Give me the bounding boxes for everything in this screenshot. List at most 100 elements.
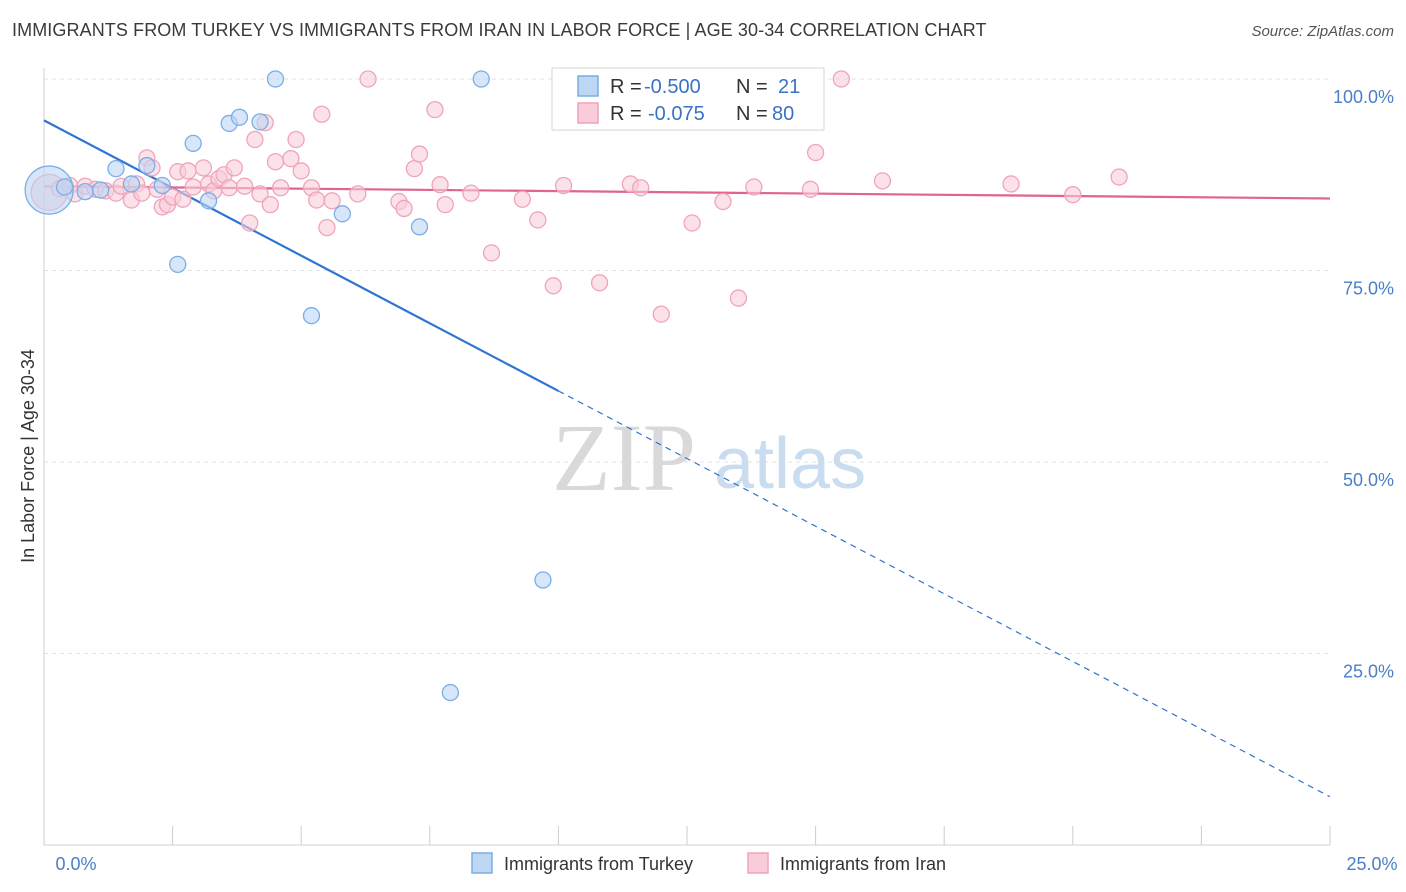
iran-point-71 xyxy=(873,172,892,190)
iran-point-70 xyxy=(832,70,850,88)
turkey-n-label: N = xyxy=(736,76,768,98)
iran-point-64 xyxy=(683,214,701,232)
stats-legend: R = -0.500 N = 21 R = -0.075 N = 80 xyxy=(551,67,825,131)
legend-label-turkey: Immigrants from Turkey xyxy=(504,854,693,874)
iran-point-59 xyxy=(554,176,573,195)
turkey-r-value: -0.500 xyxy=(644,76,701,98)
turkey-point-14 xyxy=(169,255,187,274)
y-tick-label-1: 75.0% xyxy=(1343,279,1394,299)
iran-point-22 xyxy=(194,159,213,177)
iran-point-45 xyxy=(349,185,367,203)
turkey-point-19 xyxy=(534,571,552,589)
turkey-point-13 xyxy=(266,70,285,88)
y-tick-label-3: 25.0% xyxy=(1343,662,1394,682)
trend-line-dashed-0 xyxy=(558,390,1331,798)
turkey-point-17 xyxy=(410,218,429,236)
iran-point-21 xyxy=(184,178,202,196)
watermark: ZIP atlas xyxy=(552,404,866,511)
iran-point-29 xyxy=(235,177,254,195)
iran-point-57 xyxy=(529,211,547,229)
turkey-point-8 xyxy=(184,134,202,152)
iran-point-46 xyxy=(359,70,377,88)
iran-point-32 xyxy=(251,185,269,203)
legend-swatch-turkey xyxy=(471,852,493,874)
y-tick-labels: 100.0% 75.0% 50.0% 25.0% xyxy=(1333,87,1394,682)
iran-point-67 xyxy=(745,178,763,196)
iran-point-30 xyxy=(241,214,259,232)
iran-point-66 xyxy=(729,289,748,307)
iran-point-35 xyxy=(266,153,285,171)
iran-point-53 xyxy=(436,195,454,214)
data-points xyxy=(24,70,1128,702)
iran-point-56 xyxy=(513,190,532,208)
iran-point-50 xyxy=(410,145,429,163)
iran-point-42 xyxy=(313,105,331,123)
iran-point-60 xyxy=(590,274,609,292)
iran-point-54 xyxy=(462,184,480,202)
iran-point-58 xyxy=(544,277,562,295)
x-tick-label-right: 25.0% xyxy=(1346,854,1397,874)
watermark-zip: ZIP xyxy=(552,404,696,511)
iran-point-68 xyxy=(801,180,820,198)
turkey-point-5 xyxy=(122,175,141,193)
iran-point-34 xyxy=(261,195,279,214)
turkey-point-16 xyxy=(333,205,352,223)
iran-point-44 xyxy=(323,192,341,210)
iran-point-63 xyxy=(652,305,670,323)
iran-point-49 xyxy=(405,159,424,178)
iran-point-73 xyxy=(1064,186,1082,204)
turkey-n-value: 21 xyxy=(778,76,800,98)
turkey-point-20 xyxy=(441,683,460,702)
legend-swatch-iran xyxy=(747,852,769,874)
turkey-point-1 xyxy=(55,178,74,196)
iran-point-39 xyxy=(292,162,310,180)
watermark-atlas: atlas xyxy=(714,424,866,504)
y-tick-label-0: 100.0% xyxy=(1333,87,1394,107)
iran-point-69 xyxy=(806,143,825,162)
turkey-point-6 xyxy=(138,156,156,175)
y-axis-label: In Labor Force | Age 30-34 xyxy=(18,349,38,563)
iran-point-48 xyxy=(395,199,413,218)
turkey-point-2 xyxy=(76,182,94,201)
iran-n-value: 80 xyxy=(772,103,794,125)
series-legend: Immigrants from Turkey Immigrants from I… xyxy=(471,852,946,874)
iran-point-74 xyxy=(1110,168,1128,186)
y-tick-label-2: 50.0% xyxy=(1343,470,1394,490)
turkey-point-4 xyxy=(107,159,125,178)
iran-point-37 xyxy=(282,150,300,168)
iran-point-36 xyxy=(271,179,290,197)
iran-r-value: -0.075 xyxy=(648,103,705,125)
turkey-point-3 xyxy=(91,181,110,199)
iran-point-28 xyxy=(225,159,243,177)
iran-r-label: R = xyxy=(610,103,642,125)
x-tick-label-left: 0.0% xyxy=(55,854,96,874)
iran-point-38 xyxy=(287,130,305,149)
iran-point-19 xyxy=(174,190,192,208)
iran-point-72 xyxy=(1002,175,1020,193)
iran-point-51 xyxy=(426,100,444,119)
turkey-point-0 xyxy=(24,165,74,215)
legend-label-iran: Immigrants from Iran xyxy=(780,854,946,874)
iran-point-31 xyxy=(246,130,264,149)
iran-n-label: N = xyxy=(736,103,768,125)
turkey-point-9 xyxy=(199,192,218,210)
iran-point-20 xyxy=(179,162,197,180)
chart-title: IMMIGRANTS FROM TURKEY VS IMMIGRANTS FRO… xyxy=(12,20,987,40)
turkey-point-7 xyxy=(153,176,171,195)
turkey-r-label: R = xyxy=(610,76,642,98)
iran-legend-swatch xyxy=(577,102,599,124)
iran-point-62 xyxy=(632,179,650,197)
turkey-point-11 xyxy=(230,108,249,126)
turkey-point-15 xyxy=(302,307,321,325)
x-ticks xyxy=(43,826,1331,845)
iran-point-41 xyxy=(307,191,326,209)
iran-point-27 xyxy=(220,179,238,197)
iran-point-65 xyxy=(714,192,732,211)
turkey-point-12 xyxy=(251,113,269,131)
iran-point-55 xyxy=(482,244,501,262)
source-label: Source: ZipAtlas.com xyxy=(1251,23,1394,40)
turkey-point-18 xyxy=(472,70,490,88)
iran-point-52 xyxy=(431,176,449,194)
iran-point-43 xyxy=(318,218,336,237)
